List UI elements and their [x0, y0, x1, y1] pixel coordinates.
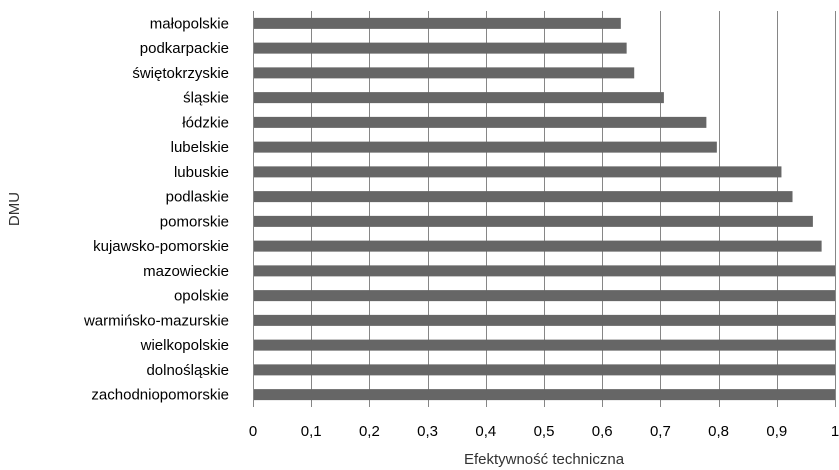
- x-tick-label: 0,3: [417, 423, 438, 440]
- bar: [253, 141, 717, 153]
- category-label: małopolskie: [150, 15, 229, 32]
- category-label: opolskie: [174, 288, 229, 305]
- bar: [253, 339, 835, 351]
- bar: [253, 191, 793, 203]
- bar: [253, 215, 813, 227]
- bar: [253, 364, 835, 376]
- category-label: mazowieckie: [143, 263, 229, 280]
- category-label: lubuskie: [174, 164, 229, 181]
- x-tick-label: 0,1: [301, 423, 322, 440]
- x-tick-label: 0,9: [766, 423, 787, 440]
- category-label: lubelskie: [171, 139, 229, 156]
- category-label: świętokrzyskie: [132, 65, 229, 82]
- bar: [253, 17, 621, 29]
- bar: [253, 389, 835, 401]
- category-label: śląskie: [183, 90, 229, 107]
- x-tick-labels: 0 0,1 0,2 0,3 0,4 0,5 0,6 0,7 0,8 0,9 1: [249, 423, 839, 440]
- x-tick-label: 1: [831, 423, 839, 440]
- x-tick-label: 0,5: [534, 423, 555, 440]
- x-tick-label: 0,6: [592, 423, 613, 440]
- category-label: wielkopolskie: [140, 337, 229, 354]
- x-axis-title: Efektywność techniczna: [464, 451, 625, 468]
- x-tick-label: 0,2: [359, 423, 380, 440]
- bar: [253, 240, 822, 252]
- bar: [253, 265, 835, 277]
- category-label: łódzkie: [182, 114, 229, 131]
- bar: [253, 92, 664, 104]
- category-label: podlaskie: [166, 189, 229, 206]
- category-label: warmińsko-mazurskie: [83, 312, 229, 329]
- bar: [253, 166, 782, 178]
- x-tick-label: 0: [249, 423, 257, 440]
- category-label: kujawsko-pomorskie: [93, 238, 229, 255]
- x-tick-label: 0,7: [650, 423, 671, 440]
- category-labels: małopolskie podkarpackie świętokrzyskie ślą…: [83, 15, 229, 403]
- y-axis-title: DMU: [6, 192, 23, 226]
- x-tick-label: 0,4: [475, 423, 496, 440]
- bars: [253, 17, 835, 401]
- category-label: dolnośląskie: [146, 362, 229, 379]
- bar: [253, 290, 835, 302]
- category-label: zachodniopomorskie: [91, 387, 229, 404]
- x-tick-label: 0,8: [708, 423, 729, 440]
- bar: [253, 67, 635, 79]
- bar: [253, 314, 835, 326]
- category-label: pomorskie: [160, 213, 229, 230]
- bar: [253, 116, 707, 128]
- category-label: podkarpackie: [140, 40, 229, 57]
- bar: [253, 42, 627, 54]
